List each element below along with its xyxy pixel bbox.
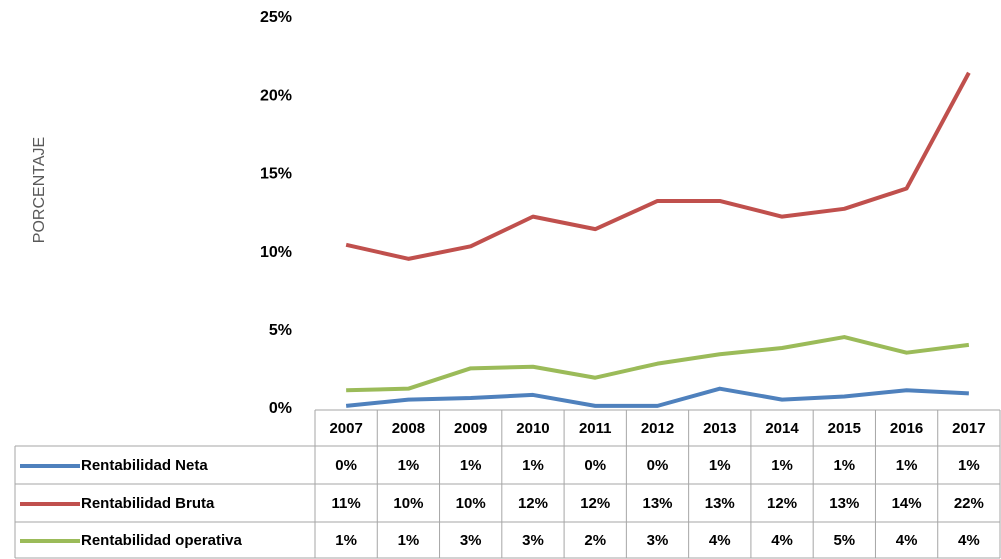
table-cell: 13% bbox=[642, 495, 672, 512]
y-tick-label: 0% bbox=[269, 400, 292, 417]
table-cell: 14% bbox=[892, 495, 922, 512]
table-cell: 0% bbox=[335, 457, 357, 474]
y-tick-label: 20% bbox=[260, 87, 292, 104]
table-cell: 4% bbox=[709, 532, 731, 549]
table-cell: 12% bbox=[767, 495, 797, 512]
table-cell: 5% bbox=[833, 532, 855, 549]
table-cell: 1% bbox=[335, 532, 357, 549]
x-tick-label: 2011 bbox=[579, 420, 612, 437]
table-cell: 12% bbox=[518, 495, 548, 512]
table-cell: 0% bbox=[584, 457, 606, 474]
y-tick-label: 15% bbox=[260, 166, 292, 183]
table-cell: 12% bbox=[580, 495, 610, 512]
x-tick-label: 2014 bbox=[765, 420, 799, 437]
table-cell: 1% bbox=[398, 457, 420, 474]
table-cell: 1% bbox=[958, 457, 980, 474]
x-tick-label: 2012 bbox=[641, 420, 674, 437]
table-cell: 3% bbox=[460, 532, 482, 549]
table-cell: 11% bbox=[332, 495, 361, 512]
table-cell: 10% bbox=[456, 495, 486, 512]
legend-label: Rentabilidad Neta bbox=[81, 457, 208, 474]
x-tick-label: 2008 bbox=[392, 420, 425, 437]
table-cell: 4% bbox=[771, 532, 793, 549]
table-cell: 1% bbox=[460, 457, 482, 474]
legend-label: Rentabilidad operativa bbox=[81, 532, 243, 549]
table-cell: 1% bbox=[896, 457, 918, 474]
y-tick-label: 5% bbox=[269, 322, 292, 339]
table-cell: 0% bbox=[647, 457, 669, 474]
x-tick-label: 2009 bbox=[454, 420, 487, 437]
y-tick-label: 25% bbox=[260, 9, 292, 26]
table-cell: 1% bbox=[398, 532, 420, 549]
x-tick-label: 2010 bbox=[516, 420, 549, 437]
series-line bbox=[345, 71, 971, 261]
series-line bbox=[345, 386, 969, 408]
table-cell: 4% bbox=[958, 532, 980, 549]
table-cell: 10% bbox=[393, 495, 423, 512]
x-tick-label: 2016 bbox=[890, 420, 923, 437]
table-cell: 1% bbox=[833, 457, 855, 474]
x-tick-label: 2007 bbox=[329, 420, 362, 437]
table-cell: 4% bbox=[896, 532, 918, 549]
table-cell: 1% bbox=[771, 457, 793, 474]
table-cell: 3% bbox=[647, 532, 669, 549]
y-tick-label: 10% bbox=[260, 244, 292, 261]
table-cell: 2% bbox=[584, 532, 606, 549]
y-axis-label: PORCENTAJE bbox=[31, 137, 48, 243]
table-cell: 13% bbox=[705, 495, 735, 512]
x-tick-label: 2013 bbox=[703, 420, 736, 437]
series-line bbox=[346, 335, 970, 393]
table-cell: 13% bbox=[829, 495, 859, 512]
table-cell: 1% bbox=[709, 457, 731, 474]
legend-label: Rentabilidad Bruta bbox=[81, 495, 215, 512]
x-tick-label: 2017 bbox=[952, 420, 985, 437]
table-cell: 1% bbox=[522, 457, 544, 474]
table-cell: 22% bbox=[954, 495, 984, 512]
table-cell: 3% bbox=[522, 532, 544, 549]
x-tick-label: 2015 bbox=[828, 420, 861, 437]
